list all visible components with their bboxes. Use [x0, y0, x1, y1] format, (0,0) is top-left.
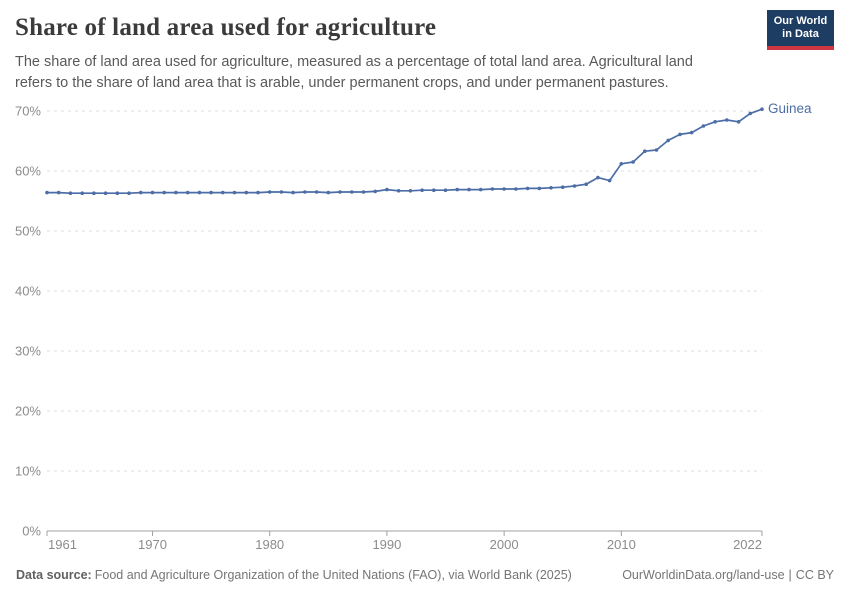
footer-links: OurWorldinData.org/land-use | CC BY	[622, 567, 834, 583]
data-point-2022[interactable]	[760, 107, 764, 111]
data-point-1965[interactable]	[92, 191, 96, 195]
data-point-2017[interactable]	[701, 124, 706, 128]
series-label[interactable]: Guinea	[768, 101, 812, 117]
data-source-note: Data source: Food and Agriculture Organiz…	[16, 567, 572, 583]
x-tick-label-1990: 1990	[372, 537, 401, 552]
data-point-1983[interactable]	[303, 190, 307, 194]
data-point-2003[interactable]	[537, 186, 542, 191]
data-point-1963[interactable]	[68, 191, 73, 195]
data-point-2010[interactable]	[619, 162, 624, 166]
data-point-1973[interactable]	[185, 190, 190, 195]
x-tick-label-2022: 2022	[733, 537, 762, 552]
y-tick-label-20: 20%	[15, 404, 41, 419]
x-tick-label-1961: 1961	[48, 537, 77, 552]
chart-title: Share of land area used for agriculture	[15, 14, 437, 41]
data-point-1975[interactable]	[209, 190, 213, 195]
data-point-1966[interactable]	[103, 191, 108, 195]
data-point-1971[interactable]	[162, 190, 166, 195]
data-point-1980[interactable]	[267, 190, 272, 194]
data-point-1995[interactable]	[443, 188, 448, 192]
y-tick-label-70: 70%	[15, 104, 41, 119]
y-tick-label-60: 60%	[15, 164, 41, 179]
data-point-2001[interactable]	[514, 187, 518, 191]
data-point-2018[interactable]	[713, 120, 717, 124]
data-point-2019[interactable]	[725, 118, 729, 122]
data-point-1961[interactable]	[45, 190, 49, 195]
y-tick-label-0: 0%	[22, 524, 41, 539]
data-point-1964[interactable]	[80, 191, 84, 195]
data-point-1969[interactable]	[139, 190, 143, 195]
chart-footer: Data source: Food and Agriculture Organiz…	[16, 567, 834, 583]
data-point-2002[interactable]	[525, 186, 530, 191]
x-tick-label-2000: 2000	[490, 537, 519, 552]
logo-text-line2: in Data	[782, 28, 819, 40]
data-point-1982[interactable]	[291, 190, 295, 195]
x-tick-label-1970: 1970	[138, 537, 167, 552]
data-point-2005[interactable]	[560, 185, 565, 189]
y-tick-label-10: 10%	[15, 464, 41, 479]
data-point-1989[interactable]	[373, 189, 378, 194]
data-point-1998[interactable]	[478, 187, 483, 192]
license-link[interactable]: CC BY	[795, 568, 834, 582]
x-tick-label-2010: 2010	[607, 537, 636, 552]
data-point-1970[interactable]	[150, 190, 155, 195]
data-point-2000[interactable]	[502, 187, 506, 191]
data-source-label: Data source:	[16, 568, 92, 582]
logo-text-line1: Our World	[773, 15, 828, 27]
data-point-1962[interactable]	[56, 190, 61, 195]
data-point-2004[interactable]	[549, 186, 553, 190]
data-point-1981[interactable]	[279, 190, 284, 194]
data-point-2016[interactable]	[689, 130, 694, 135]
data-point-2006[interactable]	[572, 184, 577, 188]
data-point-2015[interactable]	[678, 132, 682, 137]
data-point-2009[interactable]	[607, 178, 612, 183]
data-point-1967[interactable]	[115, 191, 120, 195]
data-point-1979[interactable]	[256, 190, 260, 195]
x-tick-label-1980: 1980	[255, 537, 284, 552]
data-point-1976[interactable]	[221, 190, 225, 195]
data-point-1999[interactable]	[490, 187, 495, 191]
data-point-1986[interactable]	[338, 190, 342, 194]
chart-subtitle: The share of land area used for agricult…	[15, 54, 693, 91]
data-point-1968[interactable]	[127, 191, 131, 195]
data-point-2013[interactable]	[654, 148, 659, 152]
data-point-2012[interactable]	[643, 149, 647, 153]
data-point-2014[interactable]	[666, 138, 670, 143]
y-tick-label-30: 30%	[15, 344, 41, 359]
data-point-1972[interactable]	[174, 190, 178, 195]
owid-url-link[interactable]: OurWorldinData.org/land-use	[622, 568, 785, 582]
data-point-1994[interactable]	[432, 188, 436, 192]
data-point-1987[interactable]	[350, 190, 354, 194]
data-source-text: Food and Agriculture Organization of the…	[94, 568, 572, 582]
data-point-1991[interactable]	[396, 189, 401, 193]
data-point-2021[interactable]	[748, 111, 753, 116]
data-point-1993[interactable]	[420, 188, 424, 192]
data-point-1974[interactable]	[197, 190, 202, 195]
data-point-1978[interactable]	[244, 190, 249, 195]
y-tick-label-40: 40%	[15, 284, 41, 299]
data-point-2007[interactable]	[584, 182, 588, 186]
data-point-1996[interactable]	[455, 187, 460, 192]
data-point-1997[interactable]	[467, 187, 471, 192]
owid-logo[interactable]: Our World in Data	[767, 10, 834, 50]
data-point-1992[interactable]	[408, 189, 413, 193]
data-point-1988[interactable]	[361, 190, 366, 194]
data-point-1985[interactable]	[326, 190, 331, 195]
data-point-2008[interactable]	[596, 175, 600, 180]
data-point-1984[interactable]	[314, 190, 319, 194]
data-point-2011[interactable]	[631, 160, 635, 164]
footer-separator: |	[788, 568, 792, 582]
y-tick-label-50: 50%	[15, 224, 41, 239]
data-point-1990[interactable]	[385, 187, 389, 192]
data-point-2020[interactable]	[736, 120, 741, 124]
data-point-1977[interactable]	[232, 190, 237, 195]
series-line-guinea[interactable]	[46, 108, 763, 195]
